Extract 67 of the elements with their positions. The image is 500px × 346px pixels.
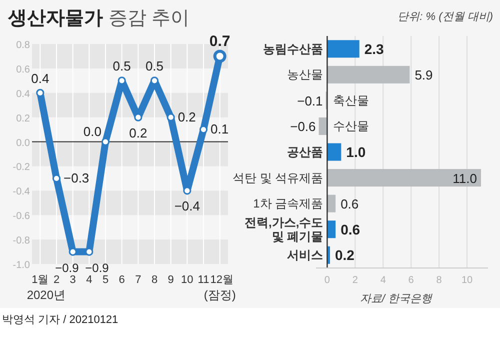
- y-tick-label: 0.4: [16, 88, 30, 100]
- text: 2020년: [26, 288, 66, 302]
- x-tick-label: 8: [151, 274, 158, 286]
- bar: [327, 143, 342, 161]
- y-tick-label: 공산품: [287, 145, 324, 159]
- y-tick-label: 석탄 및 석유제품: [232, 170, 324, 185]
- y-tick-label: 1차 금속제품: [253, 196, 324, 211]
- x-tick-label: 10: [181, 274, 194, 286]
- text: 단위: % (전월 대비): [398, 11, 494, 23]
- y-tick-label: 농산물: [287, 68, 324, 82]
- x-tick-label: 10: [461, 275, 474, 286]
- data-label: 0.5: [112, 58, 131, 74]
- x-tick-label: 4: [86, 274, 92, 286]
- data-label: 0.1: [210, 122, 229, 137]
- y-tick-label: -1.0: [12, 260, 30, 271]
- data-label: −0.9: [55, 260, 80, 275]
- bar: [327, 169, 482, 187]
- data-label: −0.4: [174, 198, 200, 214]
- y-tick-label: 0.0: [16, 138, 30, 149]
- data-label: 5.9: [414, 68, 433, 83]
- x-tick-label: 6: [118, 274, 125, 286]
- x-tick-label: 7: [135, 274, 142, 286]
- bar: [327, 66, 410, 84]
- chart-title: 생산자물가 증감 추이: [7, 8, 190, 29]
- y-tick-label: 0.8: [16, 40, 30, 51]
- data-label: −0.3: [64, 170, 90, 186]
- data-label: 0.7: [209, 33, 230, 50]
- x-tick-label: 6: [408, 275, 414, 286]
- data-label: 11.0: [452, 170, 478, 186]
- y-tick-label: 0.2: [16, 113, 30, 124]
- data-label: 1.0: [346, 144, 366, 160]
- x-tick-label: 2: [53, 274, 60, 286]
- point: [36, 88, 44, 97]
- data-label: 0.0: [83, 124, 102, 139]
- y-tick-label: -0.4: [12, 186, 30, 198]
- x-tick-label: 1월: [32, 274, 49, 286]
- data-label: 2.3: [364, 40, 384, 57]
- data-label: −0.6: [290, 119, 316, 134]
- bar: [327, 40, 360, 58]
- y-tick-label: 전력,가스,수도 및 폐기물: [244, 215, 324, 244]
- x-tick-label: 8: [436, 275, 442, 286]
- data-label: −0.1: [297, 93, 323, 108]
- data-label: 0.2: [178, 109, 196, 124]
- data-label: 0.4: [31, 70, 50, 86]
- x-tick-label: 3: [70, 274, 76, 286]
- x-tick-label: 9: [168, 274, 174, 286]
- text: 자료/ 한국은행: [360, 293, 433, 305]
- y-tick-label: -0.8: [12, 236, 30, 247]
- text: 박영석 기자 / 20210121: [2, 314, 118, 326]
- y-tick-label: 0.6: [16, 64, 30, 76]
- y-tick-label: 농림수산품: [263, 42, 324, 56]
- y-tick-label: 서비스: [287, 248, 324, 262]
- y-tick-label: 축산물: [333, 93, 370, 108]
- x-tick-label: 0: [324, 275, 330, 286]
- text: (잠정): [204, 288, 236, 302]
- x-tick-label: 2: [352, 275, 358, 286]
- data-label: 0.2: [129, 125, 148, 140]
- x-tick-label: 11: [198, 274, 210, 286]
- y-tick-label: -0.2: [12, 162, 30, 174]
- data-label: 0.5: [145, 58, 164, 74]
- data-label: −0.9: [85, 260, 110, 275]
- y-tick-label: -0.6: [12, 211, 30, 222]
- point: [166, 113, 175, 122]
- x-tick-label: 12월: [210, 274, 234, 286]
- x-tick-label: 5: [102, 274, 109, 286]
- y-tick-label: 수산물: [333, 119, 370, 134]
- x-tick-label: 4: [380, 275, 386, 286]
